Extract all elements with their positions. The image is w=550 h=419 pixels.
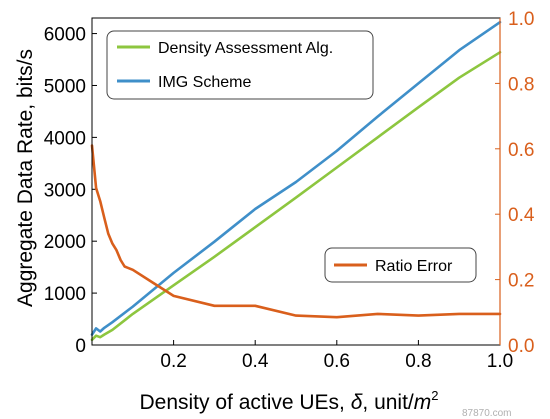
y-left-tick-label: 2000	[44, 232, 86, 253]
left-ticks: 0 1000 2000 3000 4000 5000 6000	[44, 25, 97, 357]
legend-label-img: IMG Scheme	[158, 74, 251, 91]
watermark-text: 87870.com	[462, 408, 511, 419]
y-left-tick-label: 5000	[44, 76, 86, 97]
x-tick-label: 0.8	[405, 351, 431, 372]
x-tick-label: 0.4	[242, 351, 269, 372]
legend-main: Density Assessment Alg. IMG Scheme	[106, 30, 374, 100]
legend-label-ratio: Ratio Error	[375, 258, 453, 275]
y-axis-left-title: Aggregate Data Rate, bits/s	[14, 49, 37, 307]
y-right-tick-label: 0.6	[508, 140, 534, 161]
y-left-tick-label: 3000	[44, 180, 86, 201]
y-right-tick-label: 0.8	[508, 74, 534, 95]
y-left-tick-label: 6000	[44, 25, 86, 46]
y-right-tick-label: 0.2	[508, 271, 534, 292]
y-left-tick-label: 1000	[44, 284, 86, 305]
y-left-tick-label: 0	[75, 336, 86, 357]
y-right-tick-label: 0.0	[508, 336, 534, 357]
series-line-ratio-error	[90, 144, 502, 319]
x-axis-title: Density of active UEs, δ, unit/m2	[139, 388, 438, 414]
series-line-density-assessment-alg	[90, 50, 502, 342]
x-tick-label: 1.0	[487, 351, 513, 372]
legend-ratio-box	[324, 247, 477, 283]
y-left-tick-label: 4000	[44, 128, 86, 149]
y-right-tick-label: 0.4	[508, 205, 535, 226]
series-layer	[90, 20, 502, 342]
x-tick-label: 0.6	[324, 351, 350, 372]
legend-label-density: Density Assessment Alg.	[158, 40, 333, 57]
legend-main-box	[106, 30, 374, 100]
x-tick-label: 0.2	[160, 351, 186, 372]
x-ticks: 0.2 0.4 0.6 0.8 1.0	[160, 340, 513, 372]
legend-ratio: Ratio Error	[324, 247, 477, 283]
right-ticks: 0.0 0.2 0.4 0.6 0.8 1.0	[495, 9, 535, 357]
series-line-img-scheme	[90, 20, 502, 336]
y-right-tick-label: 1.0	[508, 9, 534, 30]
